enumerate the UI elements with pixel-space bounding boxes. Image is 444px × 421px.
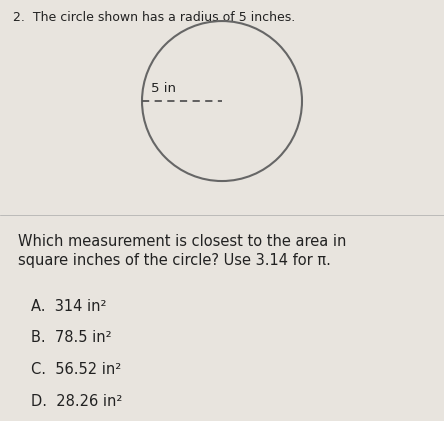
Text: A.  314 in²: A. 314 in²: [31, 299, 107, 314]
Ellipse shape: [142, 21, 302, 181]
Text: D.  28.26 in²: D. 28.26 in²: [31, 394, 123, 409]
Text: 2.  The circle shown has a radius of 5 inches.: 2. The circle shown has a radius of 5 in…: [13, 11, 296, 24]
Text: B.  78.5 in²: B. 78.5 in²: [31, 330, 112, 346]
Text: 5 in: 5 in: [151, 82, 176, 95]
Text: C.  56.52 in²: C. 56.52 in²: [31, 362, 121, 377]
Text: Which measurement is closest to the area in
square inches of the circle? Use 3.1: Which measurement is closest to the area…: [18, 234, 346, 269]
